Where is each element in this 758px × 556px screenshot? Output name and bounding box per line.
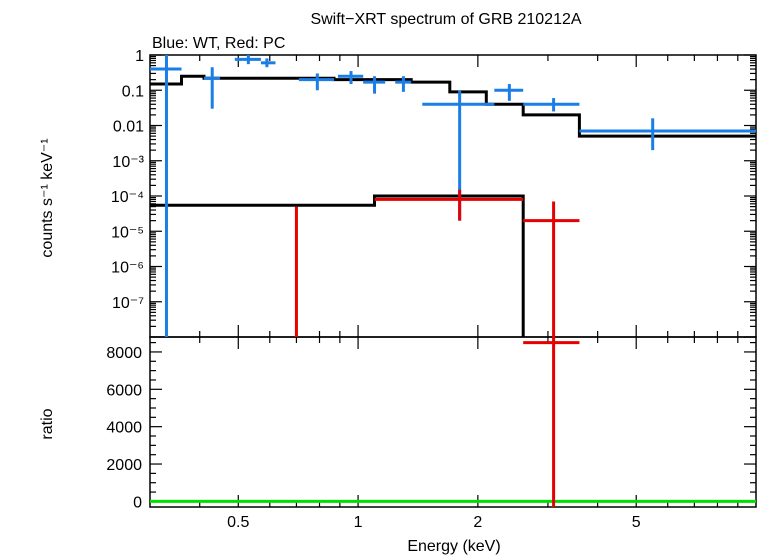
bottom-y-tick-label: 6000 [106, 382, 142, 399]
bottom-panel-y-axis-label: ratio [39, 408, 56, 439]
bottom-y-tick-label: 0 [133, 494, 142, 511]
bottom-panel-frame [149, 336, 757, 508]
chart-title: Swift−XRT spectrum of GRB 210212A [310, 11, 581, 28]
top-y-tick-label: 0.01 [113, 119, 144, 136]
bottom-y-tick-label: 4000 [106, 420, 142, 437]
x-tick-label: 0.5 [227, 514, 249, 531]
top-y-tick-label: 10⁻⁶ [111, 260, 144, 277]
model-curve-2 [150, 194, 525, 337]
chart-subtitle: Blue: WT, Red: PC [152, 35, 285, 52]
bottom-y-tick-label: 8000 [106, 345, 142, 362]
top-y-tick-label: 0.1 [122, 83, 144, 100]
top-y-tick-label: 10⁻⁷ [112, 295, 144, 312]
top-y-tick-label: 10⁻⁵ [111, 224, 144, 241]
top-y-tick-label: 10⁻⁴ [111, 189, 144, 206]
x-tick-label: 1 [354, 514, 363, 531]
bottom-y-tick-label: 2000 [106, 457, 142, 474]
x-tick-label: 2 [473, 514, 482, 531]
top-y-tick-label: 1 [135, 48, 144, 65]
model-curve-1 [150, 74, 756, 138]
top-y-tick-label: 10⁻³ [112, 154, 144, 171]
x-tick-label: 5 [632, 514, 641, 531]
x-axis-label: Energy (keV) [407, 538, 500, 555]
top-panel-y-axis-label: counts s⁻¹ keV⁻¹ [39, 138, 56, 257]
